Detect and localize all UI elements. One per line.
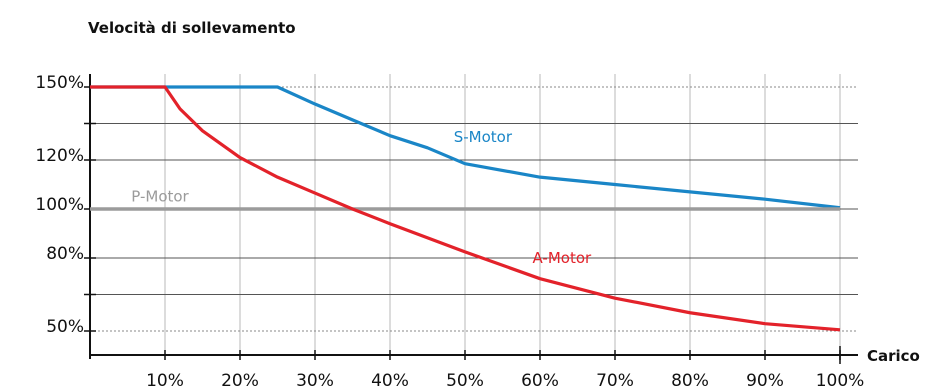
chart-title: Velocità di sollevamento (88, 19, 296, 37)
y-tick-label: 80% (46, 244, 84, 264)
a-motor-line (90, 85, 841, 332)
y-tick-label: 100% (35, 195, 84, 215)
x-tick-label: 70% (596, 371, 634, 391)
y-tick-label: 50% (46, 317, 84, 337)
y-tick-label: 150% (35, 73, 84, 93)
s-motor-label: S-Motor (454, 128, 513, 146)
x-tick-label: 80% (671, 371, 709, 391)
labels: 150% 120% 100% 80% 50% 10% 20% 30% 40% 50% 60% 70% 8… (35, 73, 864, 391)
x-tick-label: 50% (446, 371, 484, 391)
x-tick-label: 60% (521, 371, 559, 391)
y-tick-label: 120% (35, 146, 84, 166)
x-tick-label: 100% (816, 371, 865, 391)
x-tick-label: 10% (146, 371, 184, 391)
x-tick-label: 30% (296, 371, 334, 391)
grid (90, 74, 858, 355)
x-axis-label: Carico (867, 347, 920, 365)
a-motor-label: A-Motor (533, 249, 593, 267)
series-layer (90, 85, 841, 332)
p-motor-label: P-Motor (131, 188, 189, 206)
s-motor-line (90, 85, 841, 210)
x-tick-label: 20% (221, 371, 259, 391)
x-tick-label: 40% (371, 371, 409, 391)
x-tick-label: 90% (746, 371, 784, 391)
